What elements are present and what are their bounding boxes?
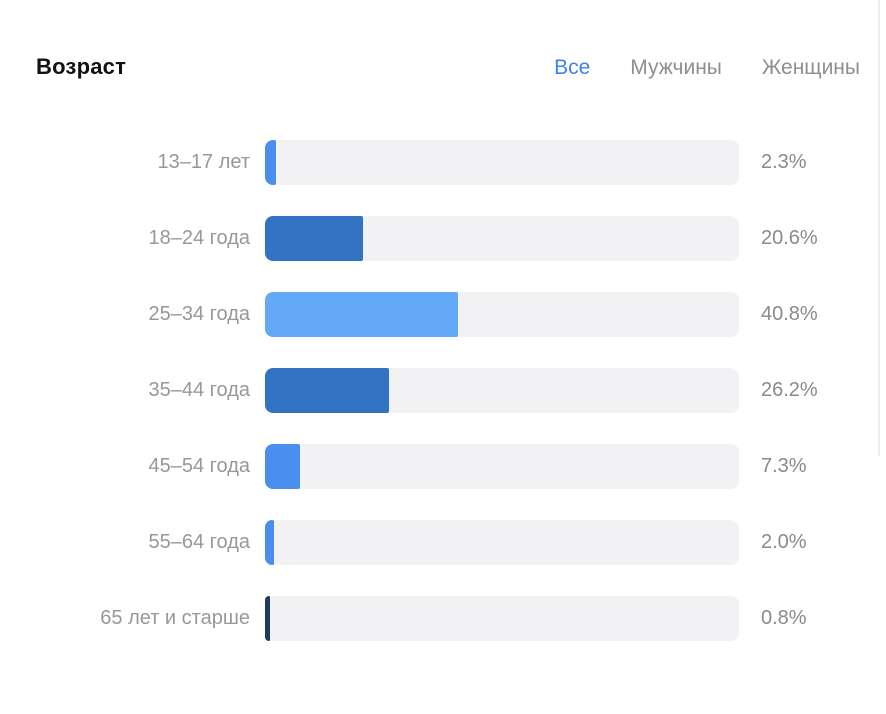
age-label: 55–64 года	[148, 531, 250, 553]
bar-track	[265, 596, 739, 641]
bar-track	[265, 520, 739, 565]
age-row-65-plus: 65 лет и старше 0.8%	[0, 596, 886, 641]
bar-fill	[265, 140, 276, 185]
percent-value: 20.6%	[761, 227, 818, 249]
bar-track	[265, 292, 739, 337]
section-title: Возраст	[36, 54, 127, 79]
bar-fill	[265, 520, 275, 565]
panel-divider	[878, 0, 880, 456]
bar-track	[265, 140, 739, 185]
bar-fill	[265, 368, 390, 413]
percent-value: 26.2%	[761, 379, 818, 401]
bar-fill	[265, 216, 363, 261]
age-label: 45–54 года	[148, 455, 250, 477]
gender-filter-tabs: Все Мужчины Женщины	[554, 56, 860, 80]
age-label: 13–17 лет	[157, 151, 250, 173]
age-label: 35–44 года	[148, 379, 250, 401]
bar-track	[265, 368, 739, 413]
age-row-35-44: 35–44 года 26.2%	[0, 368, 886, 413]
percent-value: 7.3%	[761, 455, 807, 477]
bar-track	[265, 216, 739, 261]
percent-value: 0.8%	[761, 607, 807, 629]
age-row-18-24: 18–24 года 20.6%	[0, 216, 886, 261]
age-label: 18–24 года	[148, 227, 250, 249]
age-row-55-64: 55–64 года 2.0%	[0, 520, 886, 565]
percent-value: 2.3%	[761, 151, 807, 173]
age-row-25-34: 25–34 года 40.8%	[0, 292, 886, 337]
tab-all[interactable]: Все	[554, 56, 591, 79]
tab-women[interactable]: Женщины	[761, 56, 860, 79]
age-bar-chart: 13–17 лет 2.3% 18–24 года 20.6% 25–34 го…	[0, 140, 886, 641]
tab-men[interactable]: Мужчины	[630, 56, 722, 79]
bar-track	[265, 444, 739, 489]
percent-value: 40.8%	[761, 303, 818, 325]
bar-fill	[265, 444, 300, 489]
age-section-header: Возраст Все Мужчины Женщины	[36, 54, 860, 80]
age-row-45-54: 45–54 года 7.3%	[0, 444, 886, 489]
percent-value: 2.0%	[761, 531, 807, 553]
age-label: 65 лет и старше	[100, 607, 250, 629]
age-label: 25–34 года	[148, 303, 250, 325]
bar-fill	[265, 292, 459, 337]
bar-fill	[265, 596, 270, 641]
age-row-13-17: 13–17 лет 2.3%	[0, 140, 886, 185]
